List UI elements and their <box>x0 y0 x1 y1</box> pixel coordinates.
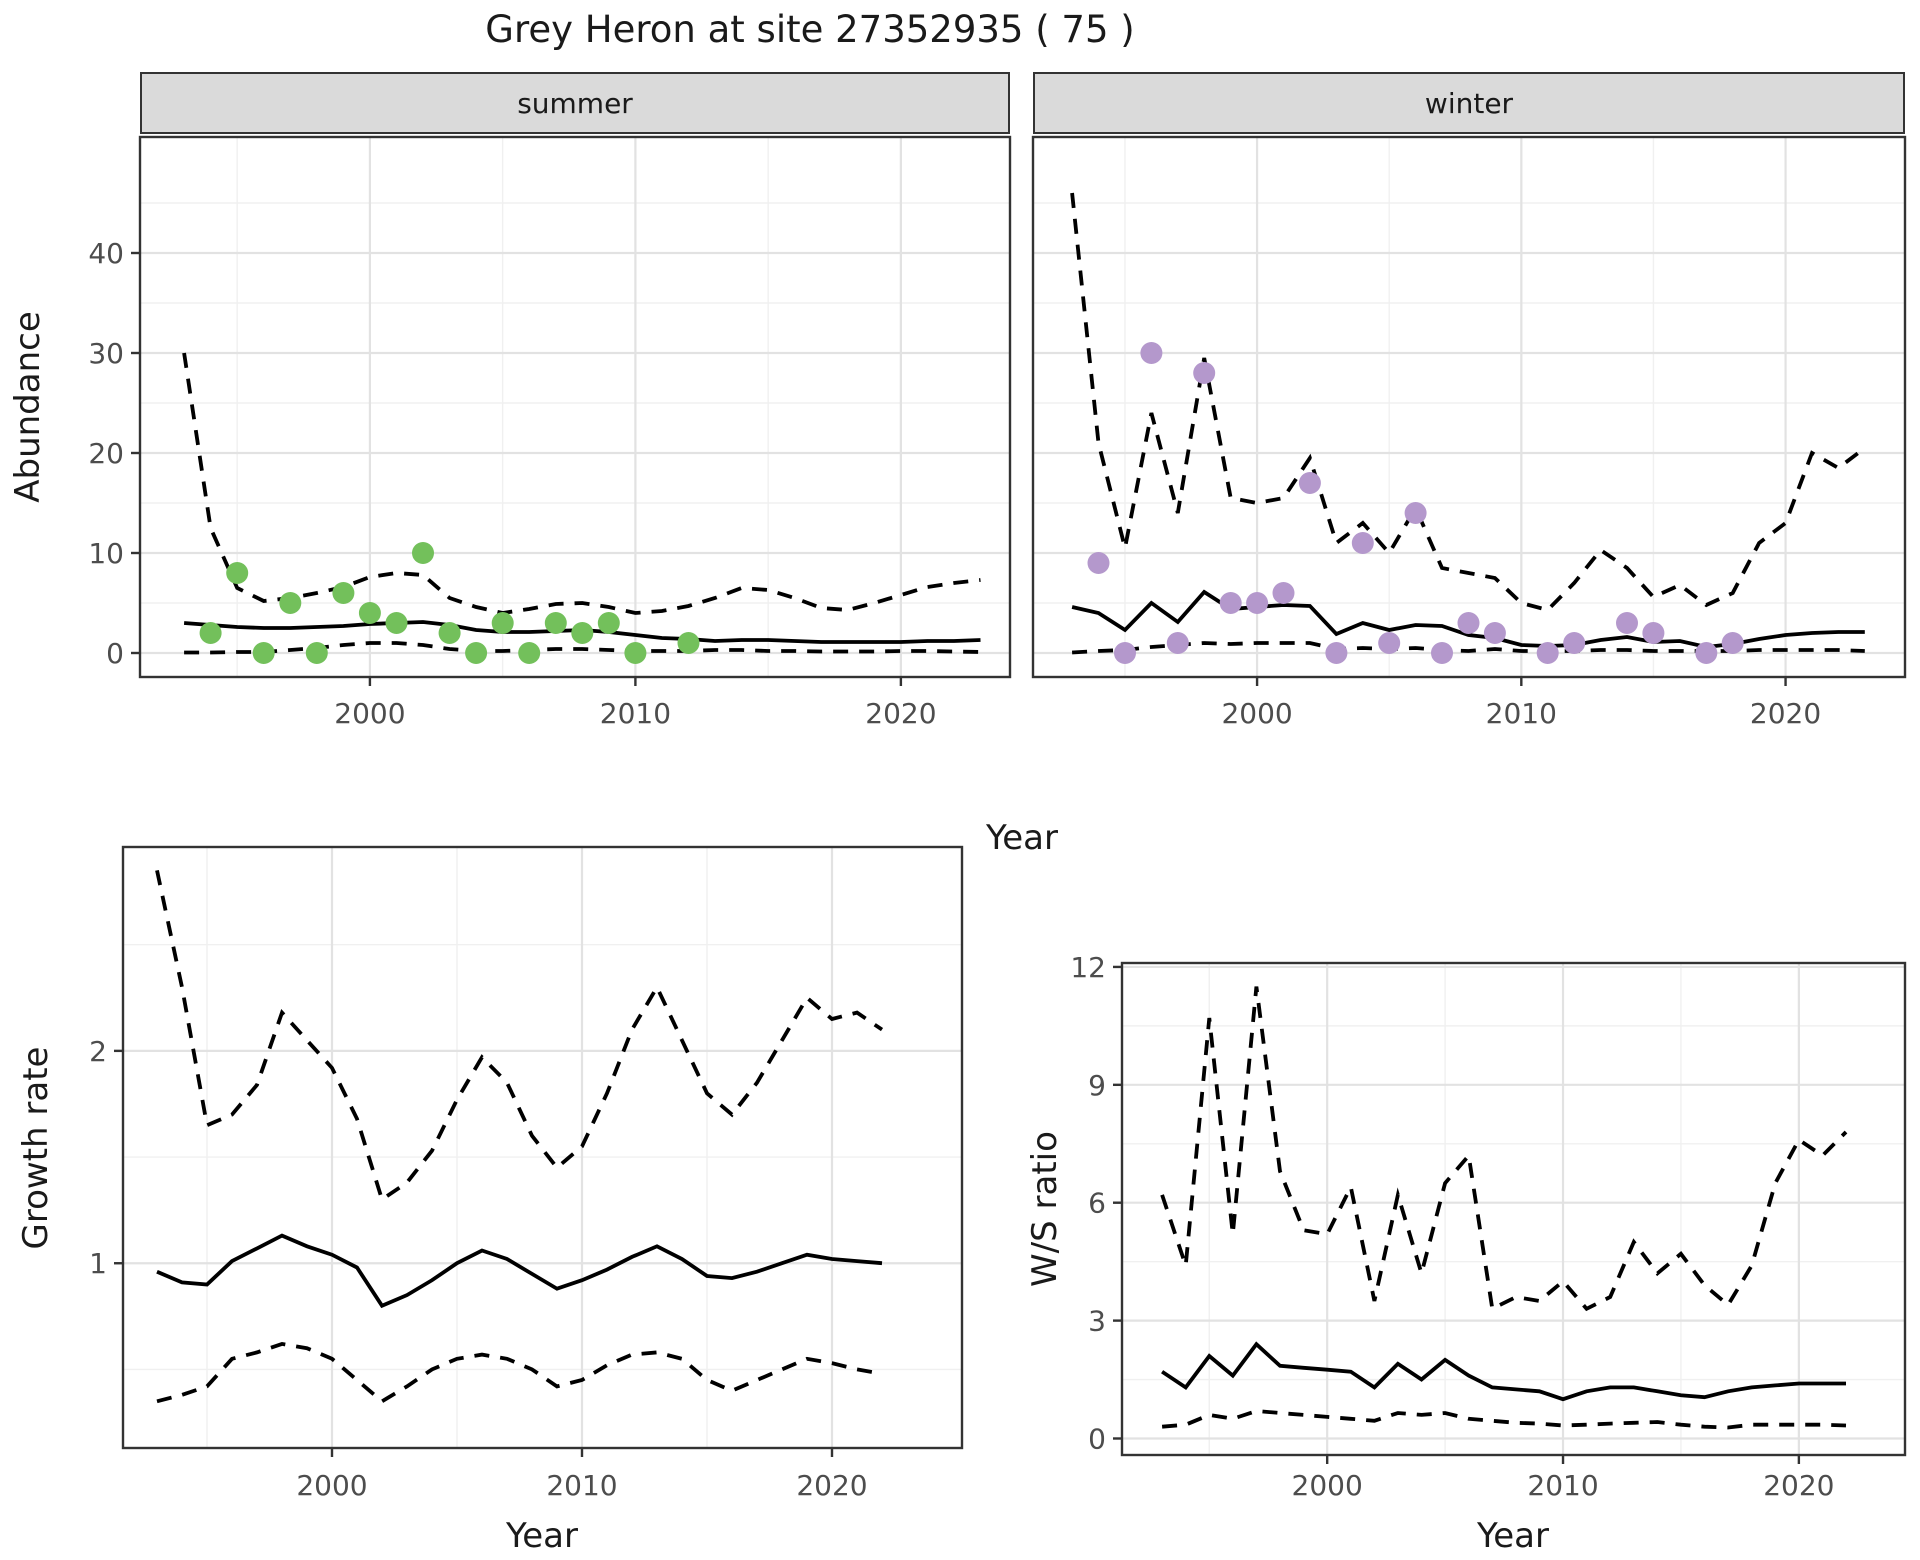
abundance_winter-observation-point <box>1536 642 1559 664</box>
abundance_winter-observation-point <box>1140 342 1163 364</box>
abundance_summer-observation-point <box>677 632 700 654</box>
abundance_summer-observation-point <box>518 642 541 664</box>
x-tick-label: 2010 <box>1527 1469 1598 1502</box>
abundance_winter-observation-point <box>1404 502 1427 524</box>
abundance_winter-observation-point <box>1563 632 1586 654</box>
y-tick-label: 6 <box>1088 1187 1106 1220</box>
x-axis-title-year-top: Year <box>986 818 1058 858</box>
abundance_winter-observation-point <box>1483 622 1506 644</box>
x-tick-label: 2020 <box>796 1469 867 1502</box>
x-tick-label: 2020 <box>1763 1469 1834 1502</box>
abundance_summer-upper_ci-line <box>182 352 981 615</box>
y-axis-title-growth-rate: Growth rate <box>16 1046 56 1250</box>
abundance_summer-observation-point <box>544 612 567 634</box>
panel-growth_rate: 2000 2010 2020 1 2 <box>89 845 964 1502</box>
panel-border <box>138 135 1012 679</box>
y-tick-label: 10 <box>88 537 124 570</box>
abundance_summer-observation-point <box>252 642 275 664</box>
facet-strip-winter: winter <box>1033 72 1905 134</box>
y-axis-title-ws-ratio: W/S ratio <box>1025 1131 1065 1287</box>
ws_ratio-lower_ci-line <box>1161 1409 1847 1430</box>
ws_ratio-upper_ci-line <box>1160 986 1848 1312</box>
abundance_summer-observation-point <box>226 562 249 584</box>
abundance_winter-observation-point <box>1272 582 1295 604</box>
x-tick-label: 2000 <box>1292 1469 1363 1502</box>
y-tick-label: 40 <box>88 237 124 270</box>
abundance_winter-observation-point <box>1457 612 1480 634</box>
abundance_winter-observation-point <box>1721 632 1744 654</box>
abundance_summer-observation-point <box>624 642 647 664</box>
abundance_summer-observation-point <box>438 622 461 644</box>
x-tick-label: 2000 <box>334 697 405 730</box>
abundance_winter-observation-point <box>1298 472 1321 494</box>
abundance_winter-observation-point <box>1642 622 1665 644</box>
y-tick-label: 0 <box>1088 1422 1106 1455</box>
abundance_winter-observation-point <box>1114 642 1136 664</box>
abundance_winter-upper_ci-line <box>1070 192 1866 613</box>
abundance_summer-observation-point <box>199 622 222 644</box>
abundance_summer-observation-point <box>491 612 514 634</box>
abundance_winter-observation-point <box>1378 632 1401 654</box>
abundance_winter-observation-point <box>1325 642 1348 664</box>
y-tick-label: 1 <box>89 1247 107 1280</box>
ws_ratio-median-line <box>1161 1341 1846 1402</box>
x-tick-label: 2020 <box>865 697 936 730</box>
abundance_winter-observation-point <box>1087 552 1110 574</box>
abundance_winter-observation-point <box>1166 632 1189 654</box>
x-tick-label: 2000 <box>1221 697 1292 730</box>
panel-border <box>1120 961 1907 1457</box>
abundance_winter-observation-point <box>1351 532 1374 554</box>
abundance_summer-observation-point <box>279 592 302 614</box>
y-tick-label: 2 <box>89 1035 107 1068</box>
abundance_summer-observation-point <box>332 582 355 604</box>
panel-abundance_summer: 2000 2010 2020 0 10 20 30 40 <box>88 135 1012 730</box>
y-tick-label: 9 <box>1088 1069 1106 1102</box>
x-tick-label: 2010 <box>1486 697 1557 730</box>
x-axis-title-year-bottom-left: Year <box>506 1516 578 1556</box>
growth_rate-median-line <box>156 1233 883 1309</box>
panel-border <box>1031 135 1907 679</box>
abundance_winter-observation-point <box>1616 612 1638 634</box>
x-axis-title-year-bottom-right: Year <box>1477 1516 1549 1556</box>
x-tick-label: 2000 <box>296 1469 367 1502</box>
abundance_summer-observation-point <box>385 612 408 634</box>
y-tick-label: 3 <box>1088 1305 1106 1338</box>
facet-strip-summer-label: summer <box>517 86 633 120</box>
abundance_summer-observation-point <box>412 542 434 564</box>
panel-border <box>121 845 964 1450</box>
abundance_winter-observation-point <box>1431 642 1453 664</box>
x-tick-label: 2020 <box>1750 697 1821 730</box>
y-tick-label: 0 <box>106 637 124 670</box>
abundance_summer-observation-point <box>597 612 620 634</box>
abundance_winter-observation-point <box>1219 592 1242 614</box>
y-tick-label: 12 <box>1070 951 1106 984</box>
abundance_winter-observation-point <box>1193 362 1216 384</box>
growth_rate-upper_ci-line <box>155 870 884 1203</box>
x-tick-label: 2010 <box>600 697 671 730</box>
panel-abundance_winter: 2000 2010 2020 <box>1031 135 1907 730</box>
facet-strip-summer: summer <box>140 72 1010 134</box>
abundance_summer-observation-point <box>465 642 488 664</box>
x-tick-label: 2010 <box>546 1469 617 1502</box>
growth_rate-lower_ci-line <box>156 1341 883 1404</box>
y-tick-label: 30 <box>88 337 124 370</box>
abundance_summer-observation-point <box>305 642 328 664</box>
abundance_winter-observation-point <box>1246 592 1269 614</box>
panel-ws_ratio: 2000 2010 2020 0 3 6 9 12 <box>1070 951 1907 1502</box>
abundance_winter-observation-point <box>1695 642 1718 664</box>
abundance_summer-observation-point <box>358 602 381 624</box>
facet-strip-winter-label: winter <box>1424 86 1514 120</box>
y-tick-label: 20 <box>88 437 124 470</box>
figure-title: Grey Heron at site 27352935 ( 75 ) <box>485 8 1135 51</box>
abundance_summer-observation-point <box>571 622 594 644</box>
y-axis-title-abundance: Abundance <box>8 311 48 503</box>
